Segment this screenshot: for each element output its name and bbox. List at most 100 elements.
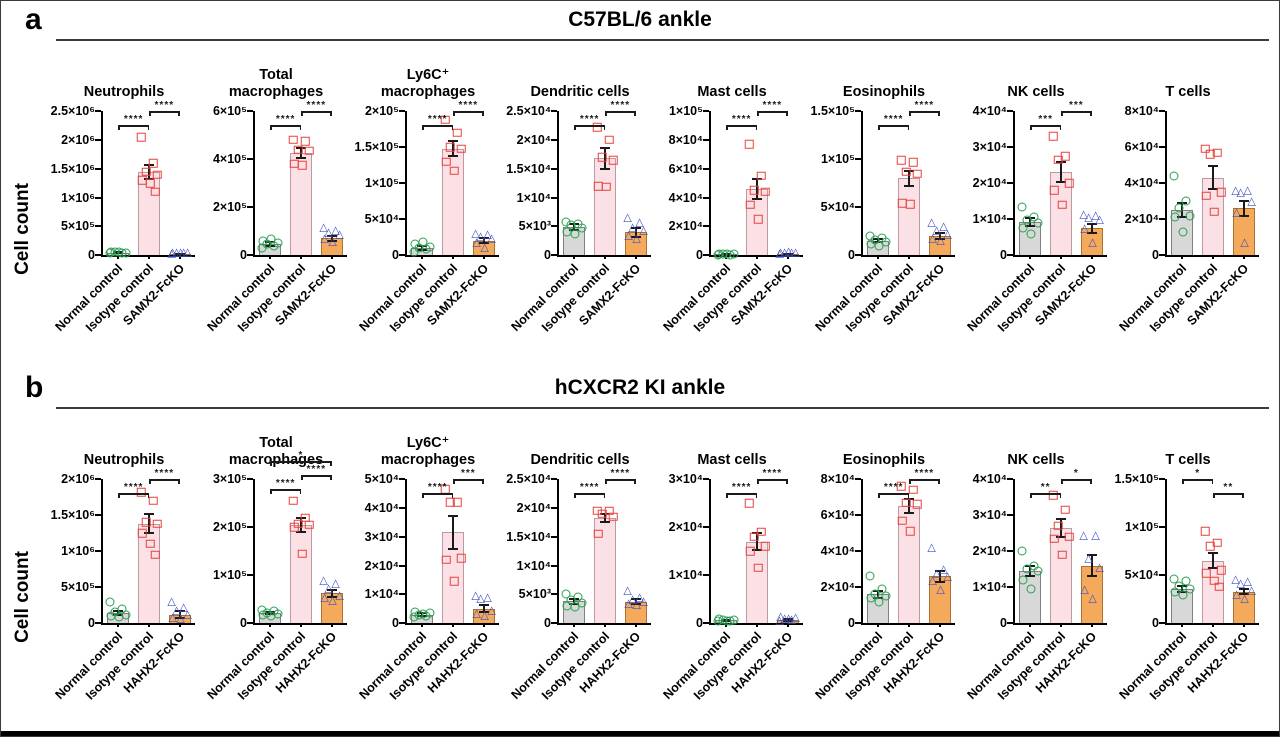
data-point-square bbox=[1049, 186, 1059, 195]
y-tick-mark bbox=[1159, 146, 1165, 149]
error-bar-cap bbox=[630, 603, 641, 606]
significance-bracket-end bbox=[755, 493, 757, 499]
data-point-triangle: △ bbox=[1091, 209, 1100, 222]
significance-bracket bbox=[270, 489, 301, 491]
significance-bracket-end bbox=[938, 111, 940, 117]
plot-area: △ △ △ △ △ △ **** **** bbox=[703, 469, 803, 628]
significance-stars: * bbox=[298, 450, 304, 462]
significance-bracket bbox=[574, 493, 605, 495]
data-point-triangle: △ bbox=[1080, 583, 1089, 596]
x-tick-mark bbox=[1212, 255, 1214, 260]
data-point-triangle: △ bbox=[331, 224, 340, 237]
significance-bracket bbox=[1182, 479, 1213, 481]
x-tick-mark bbox=[421, 623, 424, 628]
error-bar-cap bbox=[1056, 161, 1066, 164]
plot-area: △ △ △ △ △ △ **** **** bbox=[551, 101, 651, 260]
y-tick-label: 4×10⁴ bbox=[1124, 176, 1159, 191]
data-point-square bbox=[745, 200, 755, 210]
error-bar-cap bbox=[630, 226, 641, 229]
error-bar-cap bbox=[904, 169, 914, 172]
y-tick-mark bbox=[399, 182, 405, 185]
y-tick-mark bbox=[551, 225, 557, 228]
y-tick-mark bbox=[95, 622, 101, 625]
y-tick-mark bbox=[1159, 574, 1165, 577]
y-tick-label: 0 bbox=[1152, 248, 1159, 263]
error-bar-cap bbox=[1056, 535, 1066, 538]
chart-title: Mast cells bbox=[697, 451, 767, 468]
data-point-circle bbox=[266, 234, 276, 244]
y-tick-label: 5×10⁴ bbox=[1124, 568, 1159, 583]
significance-stars: **** bbox=[883, 114, 904, 126]
significance-stars: **** bbox=[306, 464, 327, 476]
y-tick-mark bbox=[1159, 218, 1165, 221]
error-bar bbox=[1242, 588, 1245, 595]
significance-bracket-end bbox=[726, 493, 728, 499]
y-tick-label: 5×10³ bbox=[518, 219, 551, 234]
data-point-square bbox=[604, 135, 614, 145]
x-tick-mark bbox=[269, 255, 272, 260]
y-tick-mark bbox=[855, 586, 861, 589]
y-tick-mark bbox=[703, 254, 709, 257]
y-tick-label: 8×10⁴ bbox=[668, 132, 703, 147]
data-point-triangle: △ bbox=[179, 246, 188, 259]
error-bar bbox=[1090, 223, 1093, 233]
data-point-square bbox=[1201, 569, 1211, 578]
significance-bracket bbox=[270, 125, 301, 127]
significance-bracket-end bbox=[909, 111, 911, 117]
x-tick-mark bbox=[452, 623, 454, 628]
data-point-square bbox=[756, 171, 766, 181]
y-tick-mark bbox=[551, 196, 557, 199]
data-point-triangle: △ bbox=[179, 601, 188, 614]
significance-bracket-end bbox=[909, 479, 911, 485]
error-bar-cap bbox=[296, 156, 306, 159]
y-tick-label: 2×10⁴ bbox=[972, 176, 1007, 191]
data-point-triangle: △ bbox=[776, 610, 785, 623]
y-tick-mark bbox=[551, 138, 557, 141]
y-tick-mark bbox=[95, 225, 101, 228]
y-tick-mark bbox=[551, 506, 557, 509]
significance-bracket-end bbox=[451, 493, 453, 499]
error-bar-cap bbox=[174, 616, 185, 619]
y-tick-label: 2×10⁴ bbox=[1124, 212, 1159, 227]
y-tick-label: 8×10⁴ bbox=[1124, 104, 1159, 119]
y-tick-mark bbox=[1007, 218, 1013, 221]
data-point-triangle: △ bbox=[1247, 195, 1256, 208]
data-point-circle bbox=[1185, 584, 1195, 594]
data-point-triangle: △ bbox=[939, 220, 948, 233]
x-tick-mark bbox=[1242, 623, 1245, 628]
error-bar bbox=[756, 178, 758, 200]
significance-bracket-end bbox=[270, 489, 272, 495]
data-point-square bbox=[141, 518, 151, 527]
significance-bracket-end bbox=[603, 125, 605, 131]
data-point-square bbox=[440, 115, 450, 125]
x-tick-mark bbox=[573, 255, 576, 260]
y-tick-label: 0 bbox=[544, 616, 551, 631]
error-bar-cap bbox=[1025, 575, 1036, 578]
y-tick-label: 1×10⁵ bbox=[1124, 520, 1159, 535]
y-tick-mark bbox=[855, 514, 861, 517]
significance-stars: **** bbox=[762, 100, 783, 112]
significance-bracket-end bbox=[1213, 493, 1215, 499]
significance-bracket bbox=[878, 493, 909, 495]
data-point-circle bbox=[570, 229, 580, 239]
y-tick-mark bbox=[95, 478, 101, 481]
error-bar bbox=[908, 170, 910, 187]
data-point-square bbox=[304, 520, 314, 530]
significance-stars: ** bbox=[1040, 482, 1051, 494]
data-point-square bbox=[1209, 207, 1219, 217]
y-tick-label: 1×10⁶ bbox=[61, 190, 95, 205]
y-tick-mark bbox=[247, 574, 253, 577]
error-bar bbox=[330, 236, 333, 241]
data-point-triangle: △ bbox=[943, 228, 952, 241]
significance-bracket-end bbox=[299, 125, 301, 131]
data-point-circle bbox=[577, 223, 587, 233]
significance-bracket-end bbox=[149, 479, 151, 485]
error-bar-cap bbox=[1238, 200, 1249, 203]
x-tick-mark bbox=[786, 255, 789, 260]
y-tick-mark bbox=[247, 158, 253, 161]
error-bar-cap bbox=[478, 242, 489, 245]
data-point-square bbox=[912, 500, 922, 509]
data-point-triangle: △ bbox=[168, 611, 177, 624]
y-tick-label: 0 bbox=[1000, 616, 1007, 631]
data-point-triangle: △ bbox=[487, 232, 496, 245]
